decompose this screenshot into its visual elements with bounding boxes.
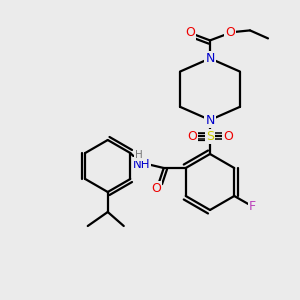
Text: O: O	[187, 130, 197, 142]
Text: F: F	[249, 200, 256, 212]
Text: N: N	[205, 113, 215, 127]
Text: O: O	[225, 26, 235, 39]
Text: O: O	[223, 130, 233, 142]
Text: NH: NH	[133, 158, 151, 170]
Text: N: N	[205, 52, 215, 65]
Text: H: H	[135, 150, 142, 160]
Text: O: O	[151, 182, 161, 194]
Text: N: N	[205, 113, 215, 127]
Text: S: S	[206, 130, 214, 142]
Text: F: F	[249, 200, 256, 212]
Text: N: N	[205, 52, 215, 65]
Text: S: S	[206, 130, 214, 142]
Text: O: O	[151, 182, 161, 194]
Text: O: O	[187, 130, 197, 142]
Text: O: O	[185, 26, 195, 39]
Text: O: O	[225, 26, 235, 39]
Text: NH: NH	[133, 158, 151, 170]
Text: H: H	[135, 150, 142, 160]
Text: O: O	[185, 26, 195, 39]
Text: O: O	[223, 130, 233, 142]
